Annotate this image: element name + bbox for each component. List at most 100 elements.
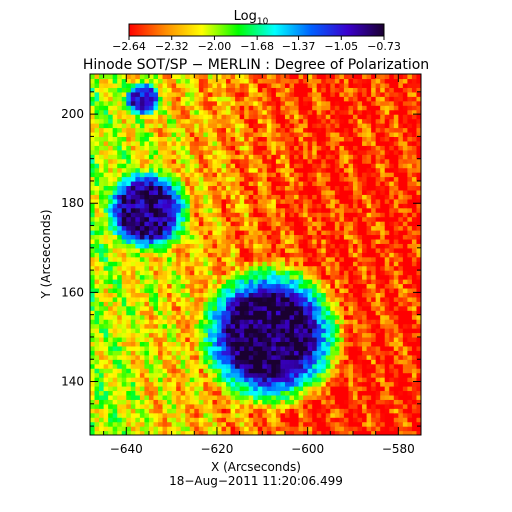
heatmap-cell: [303, 323, 309, 329]
heatmap-cell: [298, 336, 304, 343]
heatmap-cell: [380, 426, 386, 432]
heatmap-cell: [221, 279, 227, 285]
heatmap-cell: [348, 261, 354, 267]
heatmap-cell: [253, 212, 259, 218]
heatmap-cell: [275, 323, 282, 329]
heatmap-cell: [144, 408, 150, 414]
heatmap-cell: [307, 265, 313, 271]
heatmap-cell: [130, 359, 136, 365]
heatmap-cell: [275, 292, 282, 298]
heatmap-cell: [216, 203, 223, 209]
heatmap-cell: [198, 274, 204, 280]
heatmap-cell: [298, 310, 304, 316]
heatmap-cell: [316, 247, 322, 253]
heatmap-cell: [148, 140, 155, 146]
heatmap-cell: [330, 417, 336, 423]
heatmap-cell: [158, 265, 164, 271]
heatmap-area: [90, 74, 421, 435]
heatmap-cell: [230, 368, 236, 374]
heatmap-cell: [108, 336, 114, 343]
heatmap-cell: [357, 305, 363, 311]
heatmap-cell: [325, 421, 331, 427]
heatmap-cell: [108, 225, 114, 231]
heatmap-cell: [271, 350, 277, 356]
heatmap-cell: [312, 189, 318, 195]
heatmap-cell: [380, 292, 386, 298]
heatmap-cell: [294, 390, 300, 396]
heatmap-cell: [148, 167, 155, 173]
heatmap-cell: [284, 314, 291, 320]
heatmap-cell: [248, 145, 254, 151]
heatmap-cell: [162, 368, 168, 374]
heatmap-cell: [126, 296, 132, 302]
heatmap-cell: [334, 426, 340, 432]
heatmap-cell: [348, 279, 354, 285]
heatmap-cell: [339, 172, 345, 178]
heatmap-cell: [402, 131, 408, 137]
heatmap-cell: [271, 412, 277, 418]
heatmap-cell: [316, 256, 322, 262]
heatmap-cell: [289, 203, 295, 209]
heatmap-cell: [380, 140, 386, 146]
heatmap-cell: [275, 372, 282, 378]
heatmap-cell: [280, 136, 286, 142]
heatmap-cell: [280, 225, 286, 231]
heatmap-cell: [393, 363, 399, 369]
heatmap-cell: [271, 216, 277, 222]
heatmap-cell: [221, 270, 227, 276]
heatmap-cell: [244, 158, 250, 164]
heatmap-cell: [221, 154, 227, 160]
heatmap-cell: [212, 385, 218, 392]
heatmap-cell: [375, 270, 381, 276]
heatmap-cell: [402, 189, 408, 195]
heatmap-cell: [371, 381, 377, 387]
heatmap-cell: [176, 301, 182, 307]
heatmap-cell: [330, 287, 336, 293]
heatmap-cell: [298, 363, 304, 369]
heatmap-cell: [411, 185, 418, 191]
heatmap-cell: [407, 372, 413, 378]
heatmap-cell: [108, 319, 114, 325]
heatmap-cell: [189, 265, 195, 271]
heatmap-cell: [266, 189, 272, 195]
heatmap-cell: [135, 270, 141, 276]
heatmap-cell: [126, 234, 132, 240]
heatmap-cell: [398, 399, 404, 405]
heatmap-cell: [230, 377, 236, 383]
heatmap-cell: [294, 265, 300, 271]
heatmap-cell: [411, 305, 418, 311]
heatmap-cell: [90, 127, 96, 133]
heatmap-cell: [289, 163, 295, 169]
heatmap-cell: [171, 198, 177, 204]
heatmap-cell: [253, 247, 259, 253]
heatmap-cell: [366, 323, 372, 329]
heatmap-cell: [171, 394, 177, 400]
heatmap-cell: [226, 341, 232, 347]
heatmap-cell: [339, 399, 345, 405]
heatmap-cell: [330, 234, 336, 240]
heatmap-cell: [94, 345, 100, 351]
heatmap-cell: [398, 256, 404, 262]
heatmap-cell: [312, 265, 318, 271]
heatmap-cell: [357, 328, 363, 334]
heatmap-cell: [189, 301, 195, 307]
heatmap-cell: [352, 198, 359, 204]
heatmap-cell: [90, 319, 96, 325]
heatmap-cell: [339, 368, 345, 374]
heatmap-cell: [398, 203, 404, 209]
heatmap-cell: [294, 377, 300, 383]
heatmap-cell: [148, 430, 155, 435]
heatmap-cell: [112, 154, 118, 160]
heatmap-cell: [280, 256, 286, 262]
heatmap-cell: [239, 354, 245, 360]
heatmap-cell: [343, 377, 350, 383]
heatmap-cell: [248, 256, 254, 262]
heatmap-cell: [112, 180, 118, 187]
heatmap-cell: [416, 421, 421, 427]
heatmap-cell: [266, 332, 272, 338]
heatmap-cell: [284, 394, 291, 400]
heatmap-cell: [180, 332, 186, 338]
heatmap-cell: [334, 399, 340, 405]
heatmap-cell: [307, 261, 313, 267]
heatmap-cell: [244, 131, 250, 137]
